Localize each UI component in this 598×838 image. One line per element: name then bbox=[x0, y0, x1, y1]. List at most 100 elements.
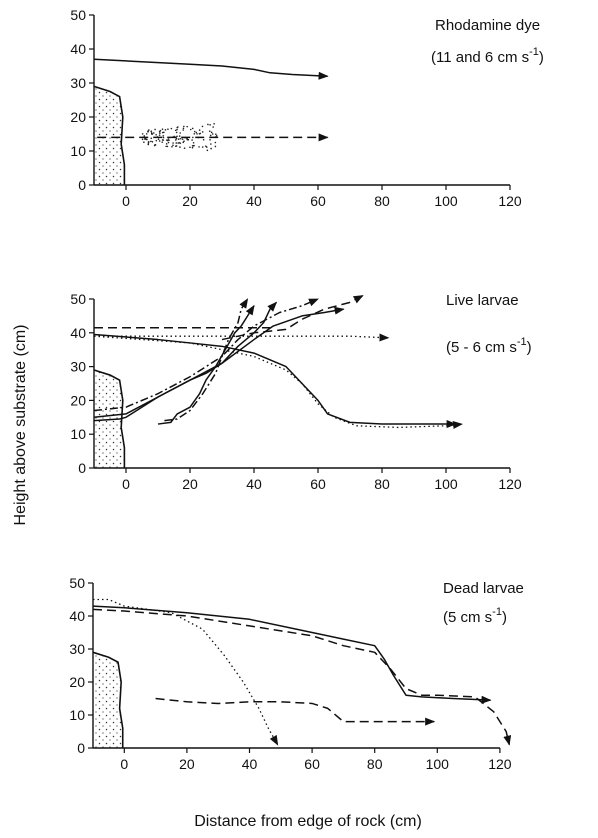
dye-speck bbox=[213, 123, 215, 125]
dye-speck bbox=[215, 133, 217, 136]
series-layer bbox=[92, 598, 512, 746]
dye-speck bbox=[191, 145, 194, 147]
dye-speck bbox=[182, 141, 185, 144]
series-layer bbox=[93, 294, 463, 429]
dye-speck bbox=[209, 138, 211, 141]
series-line-dotted bbox=[94, 333, 390, 342]
dye-speck bbox=[161, 131, 164, 134]
rock-outline bbox=[93, 369, 126, 468]
dye-speck bbox=[175, 145, 177, 148]
y-tick-label: 10 bbox=[70, 426, 86, 442]
sublabel-text: (11 and 6 cm s bbox=[431, 49, 529, 66]
dye-speck bbox=[166, 139, 169, 142]
y-tick-label: 20 bbox=[70, 109, 86, 125]
dye-speck bbox=[167, 141, 170, 144]
x-tick-label: 0 bbox=[122, 476, 130, 492]
dye-speck bbox=[172, 144, 174, 147]
dye-speck bbox=[198, 132, 201, 135]
sublabel-text: (5 cm s bbox=[443, 609, 492, 626]
y-tick-label: 0 bbox=[77, 740, 85, 756]
rock-fill bbox=[93, 652, 123, 748]
series-line-dashed bbox=[221, 294, 364, 341]
dye-speck bbox=[205, 146, 208, 148]
series-layer bbox=[93, 58, 329, 142]
dye-speck bbox=[192, 141, 195, 144]
dye-speck bbox=[178, 135, 181, 137]
dye-speck bbox=[159, 132, 161, 135]
panel-label: Rhodamine dye bbox=[435, 17, 540, 34]
y-tick-label: 30 bbox=[70, 359, 86, 375]
series-line-solid bbox=[157, 304, 255, 425]
dye-speck bbox=[170, 127, 173, 130]
x-tick-label: 60 bbox=[310, 476, 326, 492]
dye-speck bbox=[201, 131, 204, 133]
x-tick-label: 120 bbox=[488, 756, 512, 772]
dye-speck bbox=[193, 132, 196, 135]
dye-speck bbox=[158, 134, 161, 136]
dye-speck bbox=[176, 128, 178, 131]
x-tick-label: 0 bbox=[122, 193, 130, 209]
x-tick-label: 60 bbox=[304, 756, 320, 772]
dye-speck bbox=[175, 142, 178, 144]
dye-speck bbox=[147, 140, 150, 143]
dye-speck bbox=[209, 124, 211, 126]
series-line-dashdot bbox=[93, 298, 319, 412]
dye-speck bbox=[214, 141, 217, 144]
dye-speck bbox=[189, 146, 191, 149]
y-axis-title: Height above substrate (cm) bbox=[12, 325, 29, 526]
series-line-solid bbox=[93, 333, 457, 429]
dye-speck bbox=[179, 137, 182, 140]
dye-speck bbox=[175, 137, 178, 140]
x-tick-label: 80 bbox=[374, 476, 390, 492]
x-tick-label: 20 bbox=[182, 476, 198, 492]
x-tick-label: 120 bbox=[498, 476, 522, 492]
series-line-solid bbox=[93, 58, 329, 80]
dye-speck bbox=[178, 141, 181, 144]
dye-speck bbox=[155, 139, 158, 142]
y-tick-label: 30 bbox=[70, 75, 86, 91]
sublabel-text: (5 - 6 cm s bbox=[446, 339, 517, 356]
dye-speck bbox=[162, 139, 165, 141]
axes: 0 20 40 60 80 100 120 0 10 20 30 40 50 bbox=[70, 7, 521, 209]
x-tick-label: 0 bbox=[120, 756, 128, 772]
dye-speck bbox=[166, 145, 169, 148]
dye-speck bbox=[154, 128, 156, 131]
dye-speck bbox=[150, 130, 153, 132]
dye-speck bbox=[193, 130, 196, 133]
dye-speck bbox=[198, 129, 201, 131]
sublabel-superscript: -1 bbox=[529, 46, 539, 58]
dye-speck bbox=[175, 131, 178, 134]
dye-speck bbox=[183, 125, 185, 128]
panel-live-larvae: 0 20 40 60 80 100 120 0 10 20 30 40 50 Live larvae (… bbox=[70, 291, 531, 492]
dye-speck bbox=[210, 143, 212, 145]
panel-label: Dead larvae bbox=[443, 580, 524, 597]
dye-speck bbox=[182, 127, 185, 130]
sublabel-superscript: -1 bbox=[492, 606, 502, 618]
dye-speck bbox=[177, 138, 180, 141]
rock-outline bbox=[93, 85, 126, 185]
series-line-dashdot bbox=[164, 298, 249, 422]
dye-speck bbox=[215, 134, 218, 137]
dye-speck bbox=[198, 146, 200, 148]
panel-sublabel: (11 and 6 cm s-1) bbox=[431, 46, 544, 66]
dye-speck bbox=[193, 144, 195, 147]
dye-speck bbox=[179, 132, 182, 134]
dye-speck bbox=[141, 138, 144, 141]
y-tick-label: 40 bbox=[69, 608, 85, 624]
dye-speck bbox=[164, 129, 167, 131]
dye-speck bbox=[150, 140, 152, 143]
dye-speck bbox=[207, 123, 209, 126]
dye-speck bbox=[174, 129, 177, 132]
x-tick-label: 60 bbox=[310, 193, 326, 209]
y-tick-label: 0 bbox=[78, 177, 86, 193]
dye-speck bbox=[191, 146, 194, 149]
dye-speck bbox=[162, 135, 165, 137]
dye-speck bbox=[150, 137, 153, 140]
dye-speck bbox=[143, 141, 145, 144]
y-tick-label: 30 bbox=[69, 641, 85, 657]
dye-speck bbox=[157, 138, 160, 141]
dye-speck bbox=[209, 134, 212, 137]
x-tick-label: 20 bbox=[182, 193, 198, 209]
series-line-dashed bbox=[92, 608, 512, 746]
dye-speck bbox=[191, 127, 194, 130]
